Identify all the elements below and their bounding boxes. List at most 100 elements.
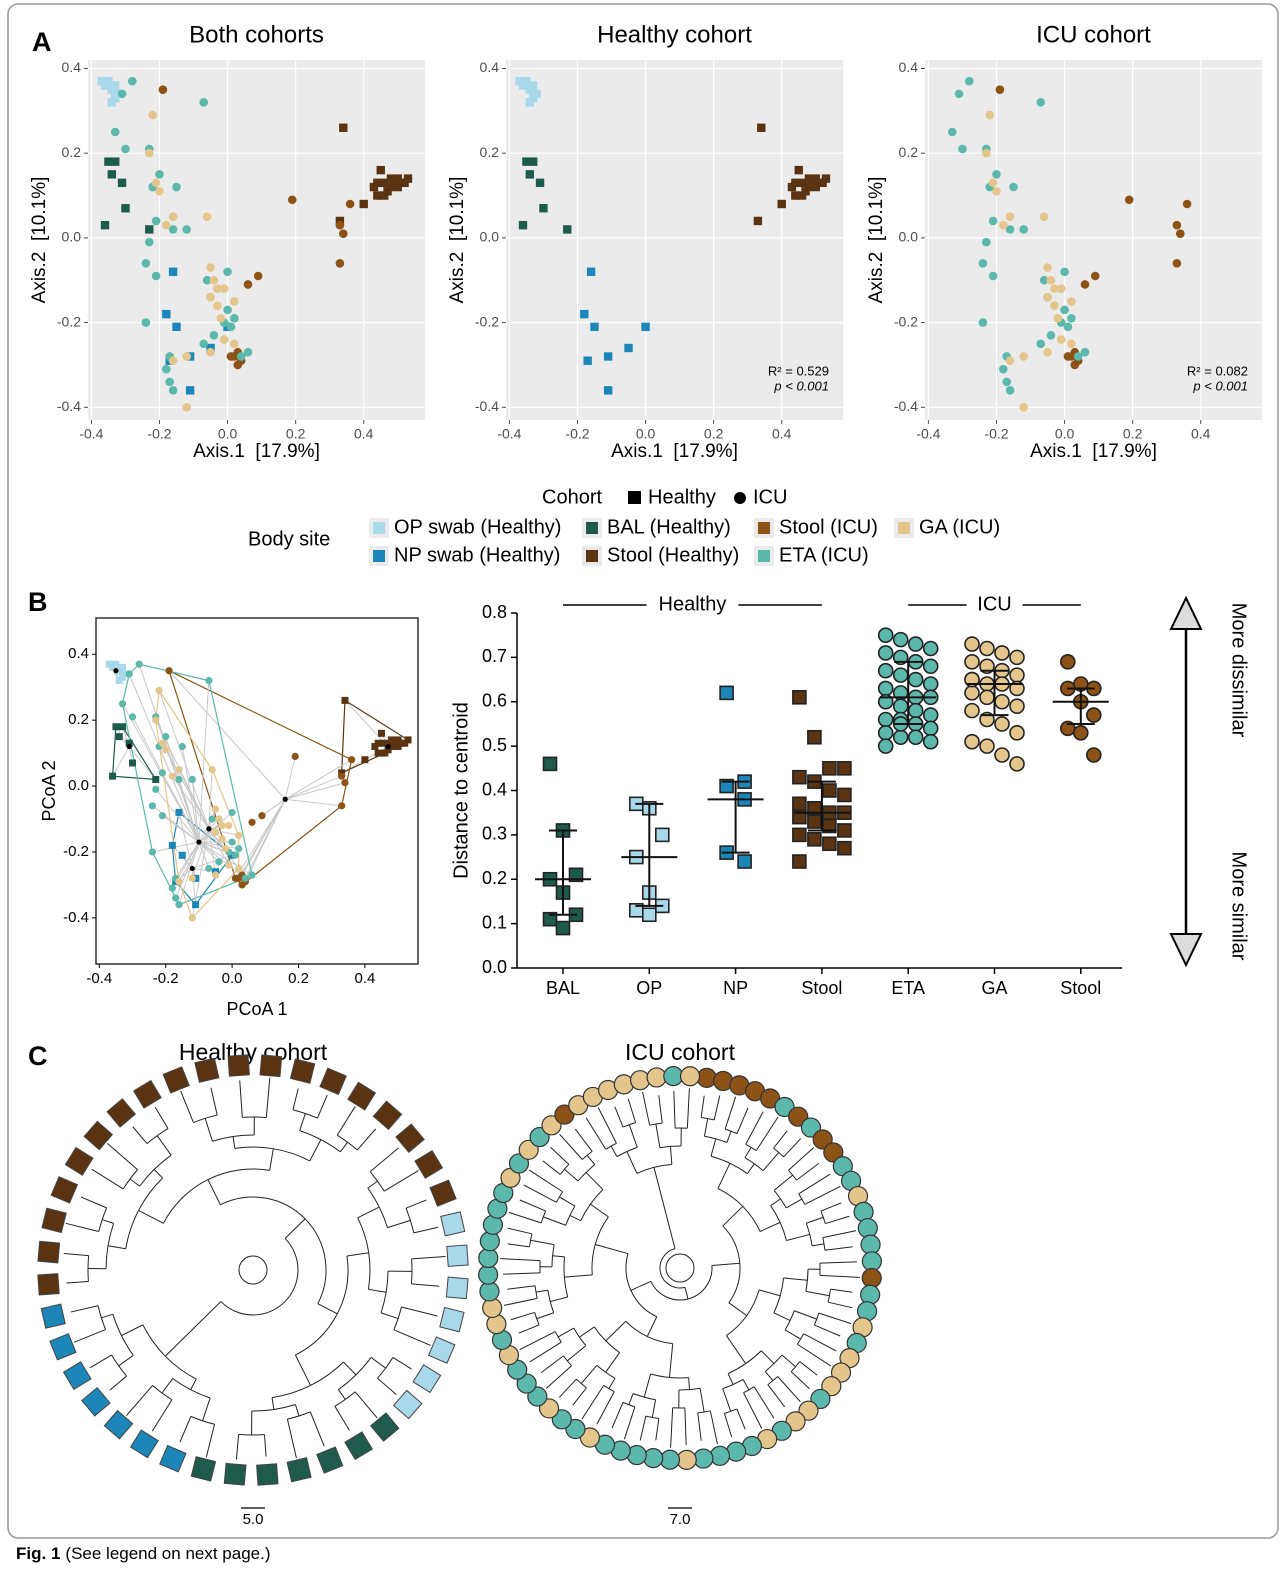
point — [1050, 284, 1059, 294]
tree-branch — [554, 1331, 562, 1343]
point — [522, 76, 531, 86]
spider-line — [178, 769, 210, 830]
tree-tip — [646, 1067, 667, 1088]
spider-line — [208, 828, 230, 866]
tree-branch — [673, 1091, 676, 1129]
tree-branch — [164, 1301, 222, 1357]
point — [583, 356, 592, 365]
tree-branch — [773, 1174, 793, 1191]
point — [877, 645, 894, 661]
plot-background — [88, 60, 425, 420]
point — [964, 702, 980, 719]
point — [1002, 377, 1011, 387]
spider-line — [192, 867, 216, 873]
x-tick-label: -0.4 — [916, 426, 940, 442]
tree-branch — [611, 1402, 624, 1429]
tree-tip — [347, 1081, 377, 1111]
tree-branch — [109, 1375, 127, 1391]
plot-background — [506, 60, 843, 420]
point — [792, 769, 807, 785]
x-tick-label: -0.2 — [984, 426, 1008, 442]
point — [1067, 297, 1076, 306]
figure-frame — [7, 3, 1279, 1539]
chart-title: Both cohorts — [189, 21, 324, 48]
point — [1182, 199, 1192, 209]
point — [158, 769, 166, 777]
point — [641, 907, 657, 923]
point — [791, 178, 800, 188]
tree-branch — [411, 1283, 440, 1287]
tree-branch — [684, 1407, 687, 1445]
tree-branch — [577, 1164, 596, 1182]
point — [1086, 707, 1102, 723]
point — [811, 174, 820, 183]
x-tick-label: -0.2 — [153, 970, 179, 987]
tree-branch — [550, 1146, 570, 1165]
tree-branch — [210, 1087, 218, 1116]
tree-branch — [377, 1377, 397, 1396]
y-tick-label: 0.7 — [482, 646, 507, 666]
point — [529, 157, 538, 166]
tree-branch — [543, 1216, 566, 1226]
spider-line — [178, 828, 210, 882]
point — [892, 698, 909, 714]
tree-branch — [797, 1343, 832, 1367]
point — [811, 182, 820, 192]
tree-branch — [535, 1289, 548, 1293]
annotation: R² = 0.529 — [768, 363, 829, 378]
tree-branch — [608, 1378, 616, 1389]
tree-branch — [294, 1354, 312, 1386]
point — [377, 729, 385, 737]
tree-branch — [107, 1143, 138, 1171]
legend-label: NP swab (Healthy) — [394, 544, 560, 566]
tree-branch — [317, 1303, 338, 1315]
y-tick-label: -0.4 — [57, 398, 81, 414]
tree-tip — [190, 1456, 217, 1482]
tree-branch — [102, 1219, 114, 1224]
tree-tip — [860, 1284, 881, 1305]
point — [719, 685, 734, 701]
tree-branch — [536, 1312, 554, 1320]
x-tick-label: -0.4 — [497, 426, 521, 442]
tree-branch — [726, 1289, 760, 1336]
point — [837, 761, 852, 776]
tree-branch — [773, 1190, 787, 1209]
point — [151, 271, 161, 281]
arrow-head — [1169, 595, 1203, 630]
point — [369, 182, 379, 192]
tree-branch — [736, 1408, 746, 1430]
point — [148, 848, 157, 856]
tree-branch — [380, 1312, 399, 1320]
point — [1009, 649, 1025, 666]
point — [1005, 386, 1015, 395]
point — [1063, 352, 1073, 361]
y-tick-label: 0.0 — [482, 957, 507, 977]
y-axis-label: PCoA 2 — [39, 760, 59, 821]
plot-background — [95, 617, 419, 965]
x-axis-label: Axis.1 [17.9%] — [1030, 441, 1157, 462]
tree-branch — [387, 1219, 411, 1229]
tree-branch — [605, 1142, 617, 1150]
point — [787, 182, 797, 192]
tree-branch — [370, 1357, 386, 1369]
point — [822, 836, 837, 852]
spider-line — [191, 828, 210, 879]
tree-tip — [49, 1333, 77, 1361]
tree-tip — [861, 1267, 882, 1289]
tree-root — [665, 1253, 695, 1283]
tree-branch — [798, 1193, 806, 1205]
panel-label: A — [32, 27, 52, 57]
point — [376, 165, 385, 175]
tree-tip — [223, 1462, 247, 1486]
point — [226, 352, 236, 361]
point — [216, 314, 226, 323]
point — [1009, 698, 1025, 714]
tree-tip — [478, 1264, 499, 1285]
tree-branch — [704, 1135, 728, 1143]
tree-branch — [764, 1371, 774, 1381]
point — [792, 809, 807, 825]
tree-branch — [98, 1207, 108, 1232]
tree-branch — [555, 1191, 564, 1203]
spider-line — [285, 782, 346, 800]
point — [231, 874, 240, 882]
